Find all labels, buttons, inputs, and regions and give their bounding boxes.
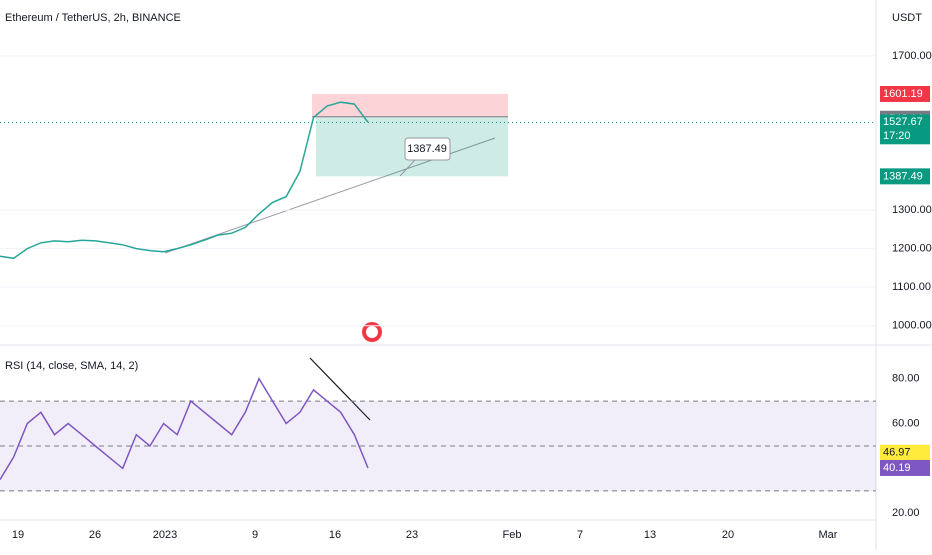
price-line	[0, 101, 369, 260]
callout-box	[404, 137, 451, 161]
date-label: 9	[252, 529, 258, 541]
event-icon-inner	[366, 326, 378, 338]
current-badge-label: 1527.67	[883, 116, 923, 128]
rsi-tick-label: 80.00	[892, 373, 920, 385]
currency-label: USDT	[892, 12, 922, 24]
date-label: 7	[577, 529, 583, 541]
callout-label: 1387.49	[407, 143, 447, 155]
symbol-title: Ethereum / TetherUS, 2h, BINANCE	[5, 12, 181, 24]
stop-badge	[880, 85, 930, 102]
stop-zone	[312, 93, 508, 117]
target-badge	[880, 168, 930, 185]
date-label: Mar	[819, 529, 838, 541]
date-label: 20	[722, 529, 734, 541]
date-label: 19	[12, 529, 24, 541]
current-badge	[880, 114, 930, 145]
rsi-ma-badge-label: 46.97	[883, 447, 911, 459]
rsi-label: RSI (14, close, SMA, 14, 2)	[5, 360, 138, 372]
price-tick-label: 1100.00	[892, 281, 931, 293]
stop-badge-label: 1601.19	[883, 88, 923, 100]
price-tick-label: 1300.00	[892, 204, 932, 216]
rsi-tick-label: 20.00	[892, 507, 920, 519]
price-tick-label: 1700.00	[892, 50, 932, 62]
rsi-ma-badge	[880, 444, 930, 461]
rsi-tick-label: 60.00	[892, 417, 920, 429]
rsi-badge-label: 40.19	[883, 462, 911, 474]
price-tick-label: 1000.00	[892, 320, 932, 332]
date-label: 26	[89, 529, 101, 541]
price-tick-label: 1200.00	[892, 243, 932, 255]
date-label: Feb	[503, 529, 522, 541]
target-badge-label: 1387.49	[883, 170, 923, 182]
callout-pointer	[399, 159, 416, 177]
rsi-badge	[880, 459, 930, 476]
date-label: 23	[406, 529, 418, 541]
date-label: 13	[644, 529, 656, 541]
countdown-label: 17:20	[883, 130, 911, 142]
date-label: 16	[329, 529, 341, 541]
rsi-line	[0, 377, 369, 480]
date-label: 2023	[153, 529, 177, 541]
rsi-trend-line	[309, 357, 371, 421]
